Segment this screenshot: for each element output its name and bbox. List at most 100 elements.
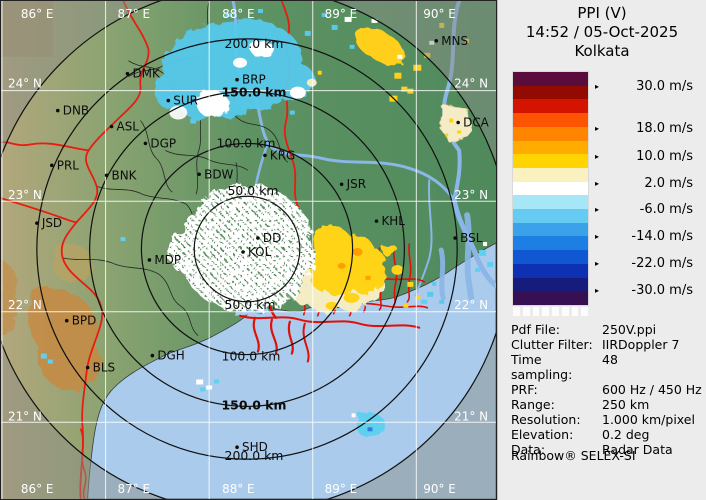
tick-arrow-icon: ▸ xyxy=(595,123,600,133)
info-label: Range: xyxy=(511,397,555,412)
scale-band xyxy=(513,263,588,278)
city-dot xyxy=(374,219,379,223)
city-label: DMK xyxy=(132,67,160,81)
city-dot xyxy=(263,153,267,158)
lat-label: 21° N xyxy=(454,409,488,423)
city-dot xyxy=(35,221,39,225)
info-label: Resolution: xyxy=(511,412,581,427)
city-dot xyxy=(143,141,148,146)
scale-band xyxy=(513,99,588,114)
scale-tick: ▸ -14.0 m/s xyxy=(595,229,693,244)
city-dot xyxy=(241,250,245,254)
city-dot xyxy=(456,120,460,125)
panel-title-block: PPI (V) 14:52 / 05-Oct-2025 Kolkata xyxy=(498,4,706,61)
tick-label: -30.0 m/s xyxy=(631,282,693,298)
info-label: Elevation: xyxy=(511,427,574,442)
lat-label: 21° N xyxy=(8,409,42,423)
ring-label: 200.0 km xyxy=(225,448,284,463)
city-label: BLS xyxy=(93,361,115,375)
station-name: Kolkata xyxy=(574,42,630,60)
latlon-grid xyxy=(1,1,496,499)
ring-label: 50.0 km xyxy=(227,183,278,198)
lon-label: 88° E xyxy=(222,482,255,496)
scale-band xyxy=(513,209,588,223)
out-of-range-overlay xyxy=(1,1,496,499)
city-label: KHL xyxy=(381,214,405,228)
tick-label: 18.0 m/s xyxy=(636,120,693,136)
city-dot xyxy=(235,445,239,449)
tick-arrow-icon: ▸ xyxy=(595,178,600,188)
lat-label: 24° N xyxy=(454,77,488,91)
info-label: Pdf File: xyxy=(511,322,560,337)
ring-label: 50.0 km xyxy=(225,297,276,312)
city-label: DCA xyxy=(463,115,490,129)
radar-map-canvas: 86° E 86° E 87° E 87° E 88° E 88° E 89° E 89° E… xyxy=(1,1,496,499)
city-label: ASL xyxy=(117,119,140,133)
range-rings xyxy=(1,1,496,499)
tick-arrow-icon: ▸ xyxy=(595,258,600,268)
city-label: MNS xyxy=(441,34,468,48)
scale-tick: ▸ -30.0 m/s xyxy=(595,282,693,298)
scale-tick: ▸ -22.0 m/s xyxy=(595,256,693,271)
scale-band xyxy=(513,291,588,305)
city-dot xyxy=(197,172,201,177)
radar-map: 86° E 86° E 87° E 87° E 88° E 88° E 89° E 89° E… xyxy=(0,0,497,500)
lon-label: 90° E xyxy=(423,482,456,496)
city-label: BSL xyxy=(460,231,483,245)
city-markers: MNS DMK BRP SUR DNB ASL DGP DCA PRL KRG BNK BDW JSR K… xyxy=(35,34,490,454)
tick-arrow-icon: ▸ xyxy=(595,285,600,295)
info-row: Time sampling: 48 xyxy=(511,352,702,382)
info-row: PRF: 600 Hz / 450 Hz xyxy=(511,382,702,397)
scale-band xyxy=(513,195,588,210)
tick-label: 30.0 m/s xyxy=(636,78,693,94)
city-dot xyxy=(50,163,54,168)
scale-tick: ▸ 10.0 m/s xyxy=(595,149,693,164)
tick-label: 2.0 m/s xyxy=(644,175,693,191)
info-value: 48 xyxy=(602,352,618,367)
lat-label: 23° N xyxy=(454,188,488,202)
city-dot xyxy=(147,258,152,262)
lon-label: 86° E xyxy=(21,7,54,21)
lon-label: 86° E xyxy=(21,482,54,496)
city-dot xyxy=(85,365,90,370)
scale-band xyxy=(513,85,588,100)
info-value: 0.2 deg xyxy=(602,427,650,442)
lon-label: 87° E xyxy=(118,7,150,21)
scale-band xyxy=(513,72,588,86)
city-dot xyxy=(64,318,69,323)
city-dot xyxy=(235,77,239,82)
city-dot xyxy=(256,236,260,240)
city-dot xyxy=(150,353,155,358)
city-label: SHD xyxy=(242,440,268,454)
info-row: Resolution: 1.000 km/pixel xyxy=(511,412,702,427)
tick-arrow-icon: ▸ xyxy=(595,204,600,214)
info-value: 250V.ppi xyxy=(602,322,657,337)
city-dot xyxy=(109,124,114,129)
info-value: IIRDoppler 7 xyxy=(602,337,680,352)
product-title: PPI (V) xyxy=(577,4,627,22)
lat-label: 23° N xyxy=(8,188,42,202)
city-label: KRG xyxy=(270,148,295,162)
city-label: BNK xyxy=(112,168,138,182)
city-label: DNB xyxy=(63,104,89,118)
ring-label: 100.0 km xyxy=(217,135,276,150)
ring-label: 100.0 km xyxy=(222,349,281,364)
tick-arrow-icon: ▸ xyxy=(595,81,600,91)
lat-label: 22° N xyxy=(454,298,488,312)
lat-label: 24° N xyxy=(8,77,42,91)
info-row: Range: 250 km xyxy=(511,397,702,412)
city-label: DD xyxy=(263,231,281,245)
info-value: 250 km xyxy=(602,397,650,412)
city-dot xyxy=(339,182,344,187)
city-label: PRL xyxy=(57,158,79,172)
city-label: DGH xyxy=(157,349,184,363)
lon-label: 90° E xyxy=(423,7,456,21)
dca-urban-area xyxy=(439,104,472,143)
lon-label: 89° E xyxy=(325,482,358,496)
city-dot xyxy=(166,98,171,103)
city-label: DGP xyxy=(150,136,176,150)
city-label: MDP xyxy=(154,253,181,267)
lon-label: 89° E xyxy=(325,7,358,21)
lon-label: 87° E xyxy=(118,482,150,496)
product-datetime: 14:52 / 05-Oct-2025 xyxy=(525,23,679,41)
